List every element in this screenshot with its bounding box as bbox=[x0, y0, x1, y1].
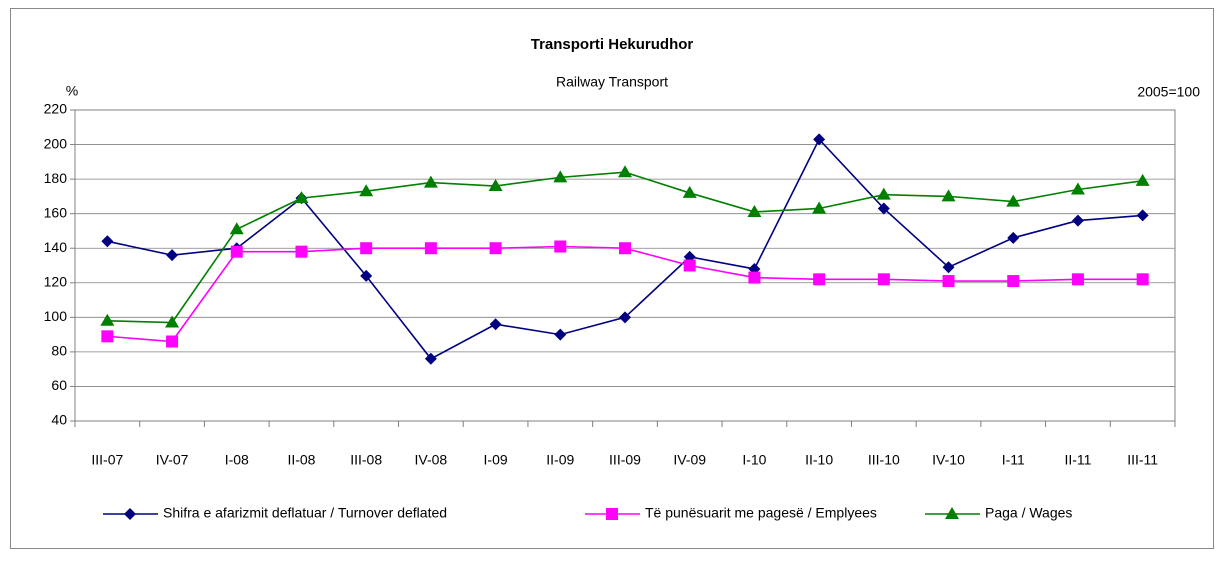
marker bbox=[942, 261, 955, 274]
marker bbox=[747, 204, 762, 217]
x-tick-label: I-09 bbox=[484, 452, 508, 468]
marker bbox=[554, 240, 567, 253]
marker bbox=[424, 242, 437, 255]
y-axis-label: % bbox=[66, 83, 78, 99]
marker bbox=[489, 318, 502, 331]
x-tick-label: II-11 bbox=[1064, 452, 1091, 468]
marker bbox=[1136, 273, 1149, 286]
marker bbox=[1136, 209, 1149, 222]
marker bbox=[682, 185, 697, 198]
y-tick-label: 160 bbox=[44, 204, 68, 220]
x-tick-label: II-10 bbox=[805, 452, 833, 468]
marker bbox=[100, 313, 115, 326]
x-tick-label: IV-07 bbox=[156, 452, 189, 468]
x-tick-label: I-11 bbox=[1002, 452, 1025, 468]
x-tick-label: IV-10 bbox=[932, 452, 965, 468]
x-tick-label: IV-09 bbox=[673, 452, 706, 468]
marker bbox=[101, 235, 114, 248]
marker bbox=[1071, 273, 1084, 286]
legend-marker bbox=[945, 507, 959, 519]
marker bbox=[813, 273, 826, 286]
y-tick-label: 120 bbox=[44, 273, 68, 289]
marker bbox=[424, 352, 437, 365]
marker bbox=[230, 245, 243, 258]
marker bbox=[941, 189, 956, 202]
legend-label: Shifra e afarizmit deflatuar / Turnover … bbox=[163, 505, 447, 521]
y-tick-label: 140 bbox=[44, 239, 68, 255]
x-tick-label: III-11 bbox=[1127, 452, 1158, 468]
y-tick-label: 180 bbox=[44, 170, 68, 186]
y-tick-label: 60 bbox=[51, 377, 67, 393]
x-tick-label: I-08 bbox=[225, 452, 249, 468]
legend-marker bbox=[606, 508, 618, 520]
marker bbox=[1007, 275, 1020, 288]
x-tick-label: III-10 bbox=[868, 452, 900, 468]
marker bbox=[165, 315, 180, 328]
marker bbox=[1007, 231, 1020, 244]
x-tick-label: IV-08 bbox=[415, 452, 448, 468]
marker bbox=[360, 269, 373, 282]
marker bbox=[359, 184, 374, 197]
marker bbox=[683, 259, 696, 272]
marker bbox=[748, 271, 761, 284]
marker bbox=[166, 249, 179, 262]
plot-area bbox=[74, 109, 1176, 422]
marker bbox=[488, 179, 503, 192]
y-tick-label: 40 bbox=[51, 412, 67, 428]
x-tick-label: III-07 bbox=[91, 452, 123, 468]
y-tick-label: 200 bbox=[44, 135, 68, 151]
legend-marker bbox=[124, 508, 136, 520]
marker bbox=[360, 242, 373, 255]
chart-title: Transporti Hekurudhor bbox=[531, 36, 694, 53]
marker bbox=[101, 330, 114, 343]
marker bbox=[1006, 194, 1021, 207]
marker bbox=[489, 242, 502, 255]
legend-label: Të punësuarit me pagesë / Emplyees bbox=[645, 505, 877, 521]
x-tick-label: II-08 bbox=[287, 452, 315, 468]
marker bbox=[294, 191, 309, 204]
marker bbox=[1135, 173, 1150, 186]
marker bbox=[166, 335, 179, 348]
y-tick-label: 220 bbox=[44, 101, 68, 117]
marker bbox=[553, 170, 568, 183]
marker bbox=[618, 165, 632, 178]
legend-label: Paga / Wages bbox=[985, 505, 1072, 521]
x-tick-label: III-09 bbox=[609, 452, 641, 468]
marker bbox=[942, 275, 955, 288]
marker bbox=[423, 175, 438, 188]
marker bbox=[619, 311, 631, 324]
marker bbox=[812, 201, 827, 214]
chart-subtitle: Railway Transport bbox=[556, 74, 668, 90]
marker bbox=[1070, 182, 1085, 195]
x-tick-label: II-09 bbox=[546, 452, 574, 468]
y-tick-label: 80 bbox=[51, 343, 67, 359]
marker bbox=[554, 328, 567, 341]
marker bbox=[1071, 214, 1084, 227]
marker bbox=[877, 202, 890, 215]
annotation: 2005=100 bbox=[1137, 84, 1200, 100]
marker bbox=[619, 242, 631, 255]
marker bbox=[876, 187, 891, 200]
y-tick-label: 100 bbox=[44, 308, 68, 324]
marker bbox=[813, 133, 826, 146]
x-tick-label: III-08 bbox=[350, 452, 382, 468]
marker bbox=[229, 222, 244, 235]
marker bbox=[295, 245, 308, 258]
marker bbox=[877, 273, 890, 286]
x-tick-label: I-10 bbox=[742, 452, 766, 468]
